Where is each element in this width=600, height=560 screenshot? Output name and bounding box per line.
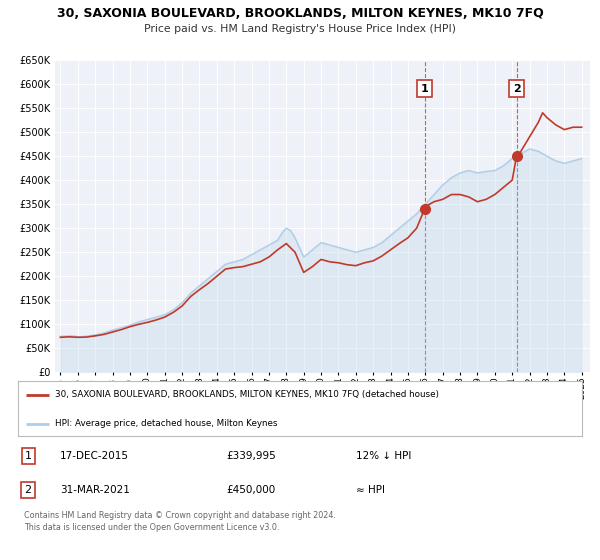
Text: £450,000: £450,000: [227, 486, 276, 495]
Text: 30, SAXONIA BOULEVARD, BROOKLANDS, MILTON KEYNES, MK10 7FQ: 30, SAXONIA BOULEVARD, BROOKLANDS, MILTO…: [56, 7, 544, 20]
Text: 17-DEC-2015: 17-DEC-2015: [60, 451, 130, 461]
Text: 31-MAR-2021: 31-MAR-2021: [60, 486, 130, 495]
Text: This data is licensed under the Open Government Licence v3.0.: This data is licensed under the Open Gov…: [24, 523, 280, 532]
Text: £339,995: £339,995: [227, 451, 277, 461]
Text: 30, SAXONIA BOULEVARD, BROOKLANDS, MILTON KEYNES, MK10 7FQ (detached house): 30, SAXONIA BOULEVARD, BROOKLANDS, MILTO…: [55, 390, 439, 399]
Text: 2: 2: [25, 486, 32, 495]
Text: 2: 2: [512, 84, 520, 94]
Text: 1: 1: [421, 84, 428, 94]
Text: ≈ HPI: ≈ HPI: [356, 486, 385, 495]
Text: 1: 1: [25, 451, 32, 461]
Text: HPI: Average price, detached house, Milton Keynes: HPI: Average price, detached house, Milt…: [55, 419, 277, 428]
Text: Price paid vs. HM Land Registry's House Price Index (HPI): Price paid vs. HM Land Registry's House …: [144, 24, 456, 34]
Text: 12% ↓ HPI: 12% ↓ HPI: [356, 451, 412, 461]
Text: Contains HM Land Registry data © Crown copyright and database right 2024.: Contains HM Land Registry data © Crown c…: [24, 511, 336, 520]
